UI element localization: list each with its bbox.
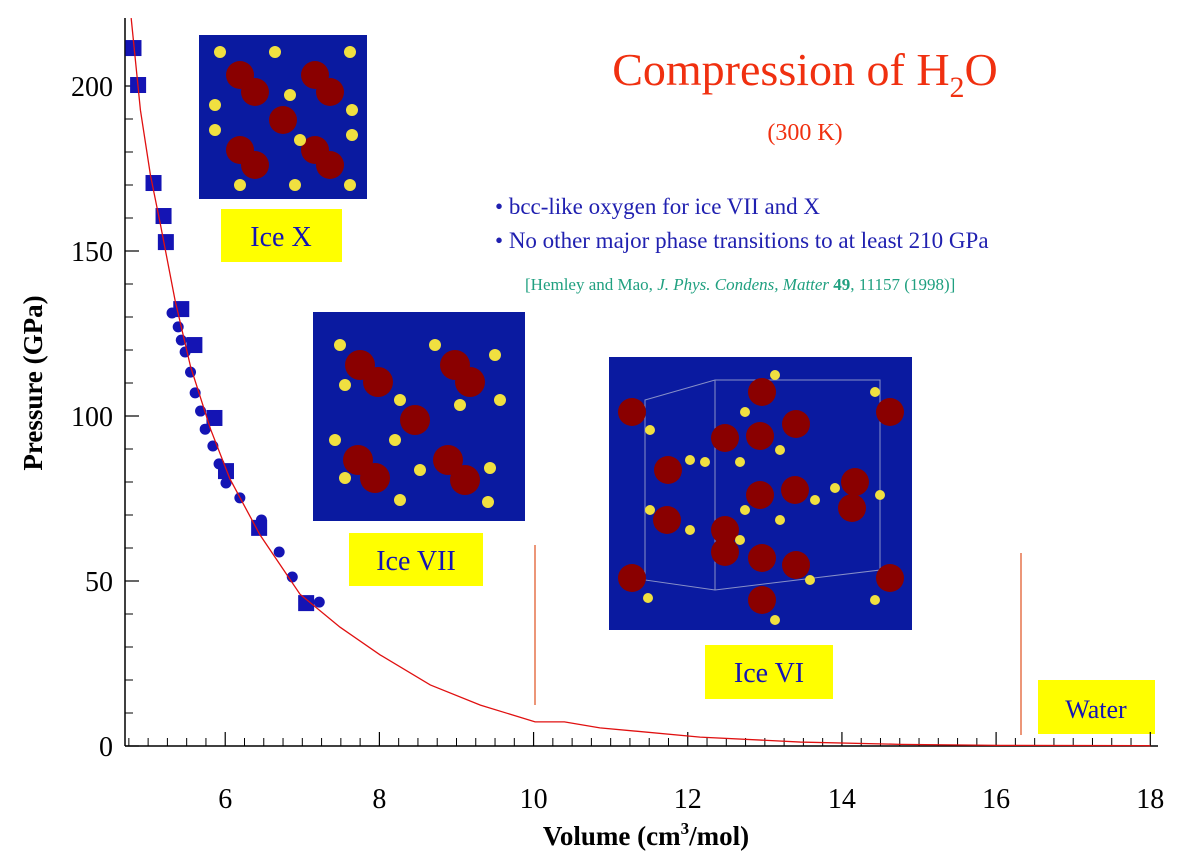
- x-tick-label: 18: [1136, 784, 1164, 815]
- bullet: • No other major phase transitions to at…: [495, 228, 989, 253]
- x-tick-label: 12: [674, 784, 702, 815]
- bullet: • bcc-like oxygen for ice VII and X: [495, 194, 820, 219]
- citation: [Hemley and Mao, J. Phys. Condens, Matte…: [525, 275, 955, 294]
- circle-point: [166, 307, 178, 319]
- ice-vi-image: [609, 357, 912, 630]
- x-axis-label: Volume (cm3/mol): [543, 819, 749, 851]
- label-box: [221, 209, 342, 262]
- x-tick-label: 8: [372, 784, 386, 815]
- x-tick-label: 6: [218, 784, 232, 815]
- y-tick-label: 150: [71, 237, 113, 268]
- label-box: [705, 645, 833, 699]
- square-point: [157, 234, 174, 251]
- ice-vii-image: [313, 312, 525, 521]
- square-point: [125, 40, 142, 57]
- y-axis-label: Pressure (GPa): [18, 295, 48, 470]
- circle-point: [213, 458, 225, 470]
- y-tick-label: 50: [85, 567, 113, 598]
- square-point: [206, 409, 223, 426]
- square-point: [186, 337, 203, 354]
- circle-point: [220, 477, 232, 489]
- circle-point: [255, 514, 267, 526]
- circle-point: [179, 346, 191, 358]
- y-tick-label: 100: [71, 402, 113, 433]
- x-tick-label: 16: [982, 784, 1010, 815]
- circle-point: [273, 546, 285, 558]
- annotation: Ice VI: [734, 658, 804, 689]
- circle-point: [199, 423, 211, 435]
- circle-point: [313, 596, 325, 608]
- y-tick-label: 0: [99, 732, 113, 763]
- label-box: [349, 533, 483, 586]
- chart-title: Compression of H2O: [612, 44, 998, 104]
- annotation: Ice VII: [376, 546, 456, 577]
- annotation: Ice X: [250, 222, 311, 253]
- x-tick-label: 14: [828, 784, 856, 815]
- square-point: [298, 595, 315, 612]
- label-box: [1038, 680, 1155, 734]
- square-point: [145, 175, 162, 192]
- x-tick-label: 10: [520, 784, 548, 815]
- ice-x-image: [199, 35, 367, 199]
- curve: [130, 17, 1151, 747]
- annotation: Water: [1065, 695, 1127, 724]
- y-tick-label: 200: [71, 72, 113, 103]
- subtitle: (300 K): [767, 120, 842, 146]
